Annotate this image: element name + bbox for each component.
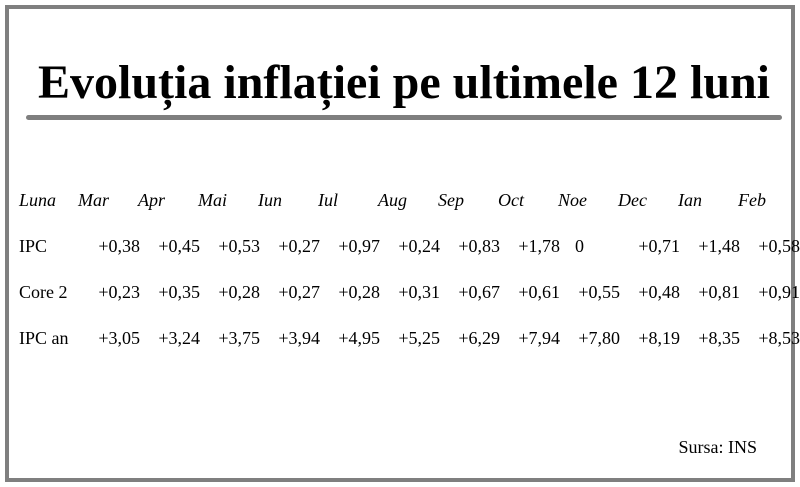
header-month: Oct [498,190,524,210]
table-cell: +0,53 [218,236,260,256]
header-month: Mai [198,190,227,210]
table-cell: +3,05 [98,328,140,348]
table-cell: +0,67 [458,282,500,302]
table-cell: +0,83 [458,236,500,256]
row-label: IPC an [19,328,69,348]
header-month: Apr [138,190,165,210]
table-cell: +0,61 [518,282,560,302]
table-cell: +0,91 [758,282,800,302]
header-label: Luna [19,190,57,210]
table-cell: +0,27 [278,236,320,256]
table-cell: +3,75 [218,328,260,348]
header-month: Dec [618,190,647,210]
table-cell: +6,29 [458,328,500,348]
source-note: Sursa: INS [678,437,757,457]
table-cell: +0,31 [398,282,440,302]
header-month: Sep [438,190,464,210]
document-frame: Evoluția inflației pe ultimele 12 luni L… [5,5,800,482]
table-cell: +7,94 [518,328,560,348]
table-cell: +3,24 [158,328,200,348]
header-month: Iun [258,190,282,210]
table-cell: +0,27 [278,282,320,302]
table-cell: +4,95 [338,328,380,348]
table-cell: +0,71 [638,236,680,256]
table-cell: +0,28 [218,282,260,302]
table-cell: +0,48 [638,282,680,302]
table-cell: +0,28 [338,282,380,302]
table-cell: +0,55 [578,282,620,302]
header-month: Iul [318,190,338,210]
header-month: Mar [78,190,109,210]
table-cell: +8,19 [638,328,680,348]
table-cell: +0,58 [758,236,800,256]
table-cell: +1,78 [518,236,560,256]
row-label: IPC [19,236,48,256]
header-month: Feb [738,190,766,210]
table-cell: +7,80 [578,328,620,348]
header-month: Noe [558,190,587,210]
table-cell: +8,35 [698,328,740,348]
title-underline [26,115,782,120]
table-cell: +8,53 [758,328,800,348]
table-cell: +0,81 [698,282,740,302]
table-cell: +5,25 [398,328,440,348]
header-month: Aug [378,190,407,210]
table-cell: 0 [575,236,584,256]
table-cell: +0,24 [398,236,440,256]
table-cell: +3,94 [278,328,320,348]
row-label: Core 2 [19,282,68,302]
header-month: Ian [678,190,702,210]
page-title: Evoluția inflației pe ultimele 12 luni [37,56,771,109]
table-cell: +0,38 [98,236,140,256]
table-cell: +0,97 [338,236,380,256]
table-cell: +0,45 [158,236,200,256]
table-cell: +0,23 [98,282,140,302]
table-cell: +1,48 [698,236,740,256]
table-cell: +0,35 [158,282,200,302]
